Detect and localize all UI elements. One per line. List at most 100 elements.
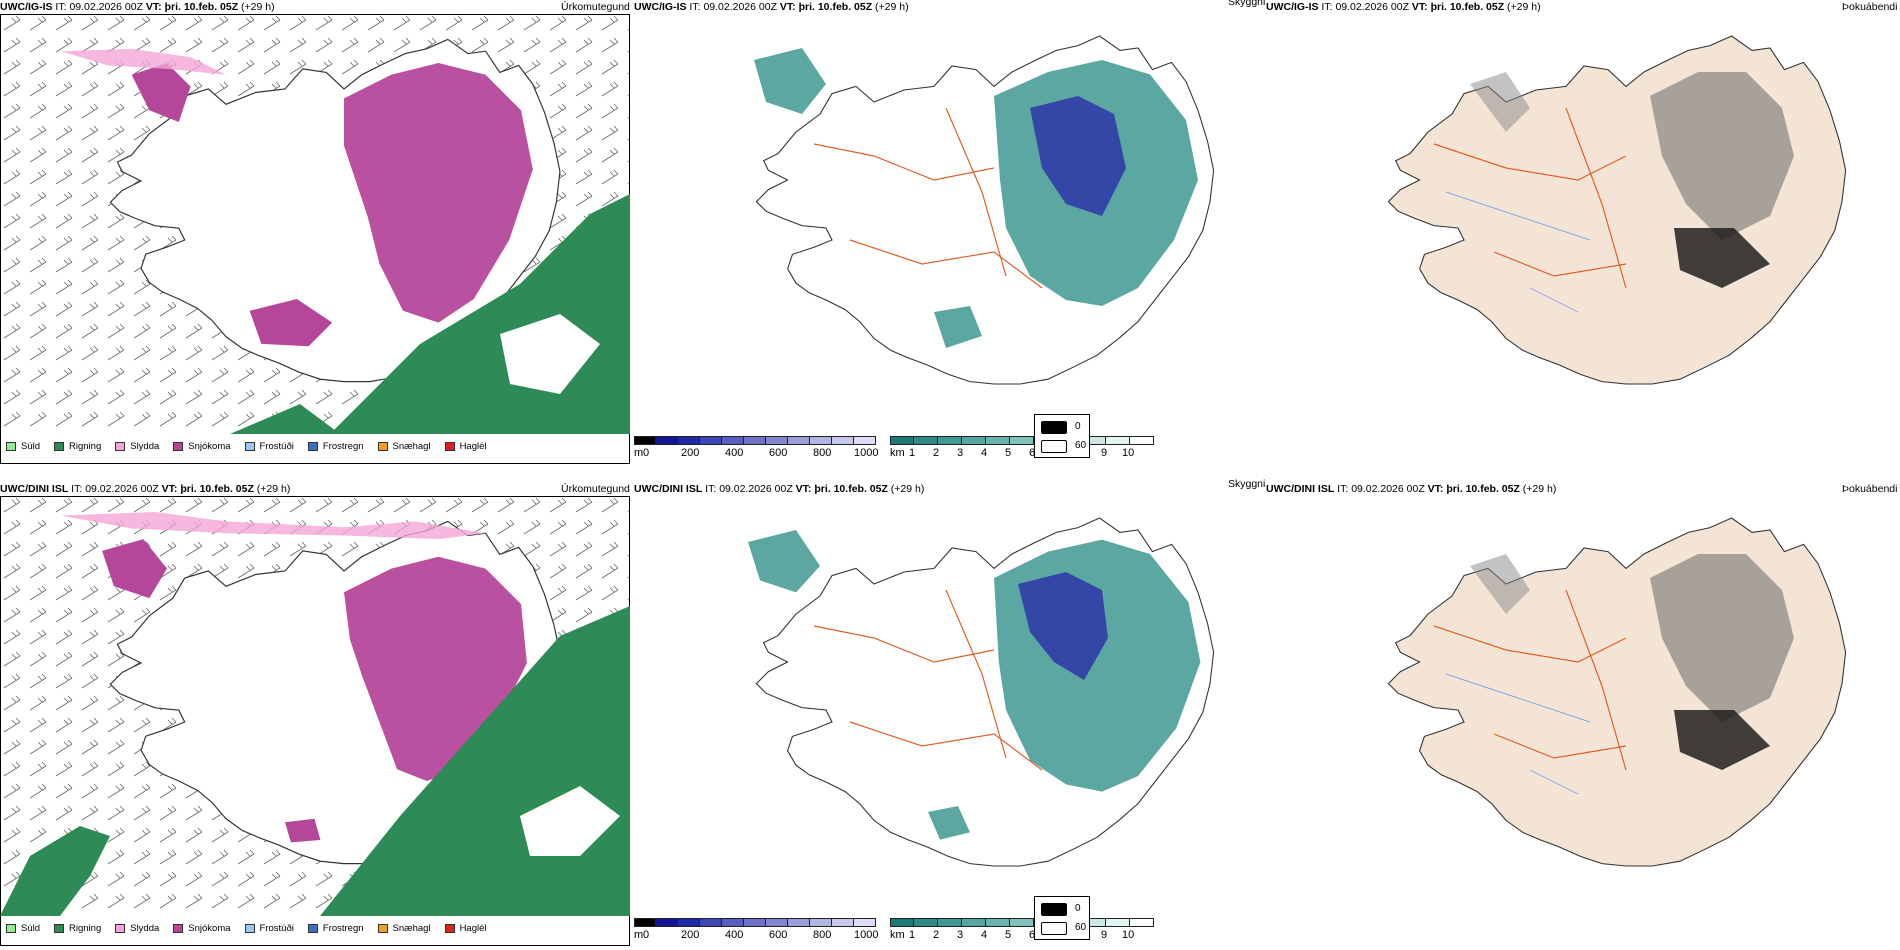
panel-type-label: Þokuábendi — [1842, 483, 1898, 495]
colorbar-cell — [938, 918, 962, 927]
km-tick-label: 4 — [981, 929, 988, 941]
colorbar-cell — [634, 918, 656, 927]
panel-title: UWC/DINI ISL IT: 09.02.2026 00Z VT: þri.… — [1266, 483, 1557, 495]
km-tick-label: 5 — [1005, 447, 1012, 459]
legend-swatch — [54, 924, 65, 933]
colorbar-cell — [854, 436, 876, 445]
precip-map — [0, 497, 630, 916]
legend-swatch — [54, 442, 65, 451]
legend-swatch — [444, 924, 455, 933]
colorbar-cell — [890, 918, 914, 927]
colorbar-cell — [634, 436, 656, 445]
colorbar-cell — [656, 436, 678, 445]
colorbar-cell — [744, 918, 766, 927]
fog-panel-2: UWC/DINI ISL IT: 09.02.2026 00Z VT: þri.… — [1034, 482, 1898, 948]
colorbar-cell — [1130, 918, 1154, 927]
km-tick-label: 2 — [933, 447, 940, 459]
colorbar-cell — [810, 436, 832, 445]
visibility-m-colorbar — [634, 918, 876, 927]
m-tick-label: 600 — [769, 447, 788, 459]
colorbar-cell — [914, 436, 938, 445]
colorbar-cell — [962, 918, 986, 927]
colorbar-cell — [744, 436, 766, 445]
m-tick-label: 1000 — [854, 447, 879, 459]
colorbar-cell — [1010, 918, 1034, 927]
visibility-m-colorbar — [634, 436, 876, 445]
legend-item: Frostúði — [244, 923, 294, 934]
legend-item: Frostregn — [307, 441, 364, 452]
legend-item: Snjókoma — [173, 923, 231, 934]
visibility-map — [748, 517, 1215, 867]
legend-item: Snæhagl — [377, 441, 431, 452]
m-unit-label: m — [634, 447, 644, 459]
fog-legend: 0 60 — [1034, 896, 1090, 940]
m-tick-label: 200 — [681, 929, 700, 941]
legend-swatch — [307, 442, 318, 451]
legend-item: Frostúði — [244, 441, 294, 452]
m-tick-label: 600 — [769, 929, 788, 941]
panel-title: UWC/IG-IS IT: 09.02.2026 00Z VT: þri. 10… — [0, 1, 275, 13]
colorbar-cell — [890, 436, 914, 445]
fog-map — [1387, 517, 1847, 867]
precip-legend: Súld Rigning Slydda Snjókoma Frostúði Fr… — [6, 441, 501, 452]
m-tick-label: 0 — [643, 929, 650, 941]
colorbar-cell — [938, 436, 962, 445]
panel-type-label: Þokuábendi — [1842, 1, 1898, 13]
legend-item: Haglél — [444, 441, 487, 452]
colorbar-cell — [678, 918, 700, 927]
precip-map — [1, 15, 630, 434]
legend-item: Súld — [6, 441, 40, 452]
colorbar-cell — [700, 918, 722, 927]
panel-title: UWC/IG-IS IT: 09.02.2026 00Z VT: þri. 10… — [1266, 1, 1541, 13]
legend-swatch — [377, 924, 388, 933]
legend-item: Frostregn — [307, 923, 364, 934]
legend-swatch — [6, 924, 16, 933]
fog-legend-label: 60 — [1075, 922, 1087, 933]
km-tick-label: 6 — [1029, 929, 1036, 941]
visibility-panel-2: UWC/DINI ISL IT: 09.02.2026 00Z VT: þri.… — [634, 478, 1266, 948]
colorbar-cell — [854, 918, 876, 927]
legend-swatch — [307, 924, 318, 933]
colorbar-cell — [1106, 436, 1130, 445]
panel-title: UWC/DINI ISL IT: 09.02.2026 00Z VT: þri.… — [0, 483, 291, 495]
fog-panel-1: UWC/IG-IS IT: 09.02.2026 00Z VT: þri. 10… — [1034, 0, 1898, 466]
colorbar-cell — [656, 918, 678, 927]
legend-item: Slydda — [115, 441, 159, 452]
m-tick-label: 800 — [813, 447, 832, 459]
colorbar-cell — [986, 436, 1010, 445]
legend-item: Súld — [6, 923, 40, 934]
colorbar-cell — [722, 436, 744, 445]
fog-legend-label: 60 — [1075, 440, 1087, 451]
colorbar-cell — [788, 436, 810, 445]
legend-swatch — [244, 924, 255, 933]
legend-item: Haglél — [444, 923, 487, 934]
km-tick-label: 5 — [1005, 929, 1012, 941]
precip-legend: Súld Rigning Slydda Snjókoma Frostúði Fr… — [6, 923, 501, 934]
colorbar-cell — [788, 918, 810, 927]
legend-swatch — [115, 924, 126, 933]
m-unit-label: m — [634, 929, 644, 941]
m-tick-label: 0 — [643, 447, 650, 459]
visibility-map — [754, 35, 1215, 385]
fog-legend-swatch — [1041, 421, 1067, 434]
fog-legend-swatch — [1041, 903, 1067, 916]
colorbar-cell — [1010, 436, 1034, 445]
km-tick-label: 10 — [1122, 929, 1135, 941]
panel-title: UWC/DINI ISL IT: 09.02.2026 00Z VT: þri.… — [634, 483, 925, 495]
precip-type-panel-2: UWC/DINI ISL IT: 09.02.2026 00Z VT: þri.… — [0, 482, 632, 948]
colorbar-cell — [914, 918, 938, 927]
km-unit-label: km — [890, 447, 905, 459]
km-tick-label: 1 — [909, 447, 916, 459]
legend-item: Rigning — [54, 441, 101, 452]
colorbar-cell — [986, 918, 1010, 927]
km-tick-label: 1 — [909, 929, 916, 941]
colorbar-cell — [832, 918, 854, 927]
legend-swatch — [173, 924, 184, 933]
legend-item: Slydda — [115, 923, 159, 934]
colorbar-cell — [1130, 436, 1154, 445]
m-tick-label: 1000 — [854, 929, 879, 941]
colorbar-cell — [1082, 436, 1106, 445]
colorbar-cell — [810, 918, 832, 927]
km-tick-label: 3 — [957, 929, 964, 941]
visibility-km-colorbar — [890, 918, 1154, 927]
